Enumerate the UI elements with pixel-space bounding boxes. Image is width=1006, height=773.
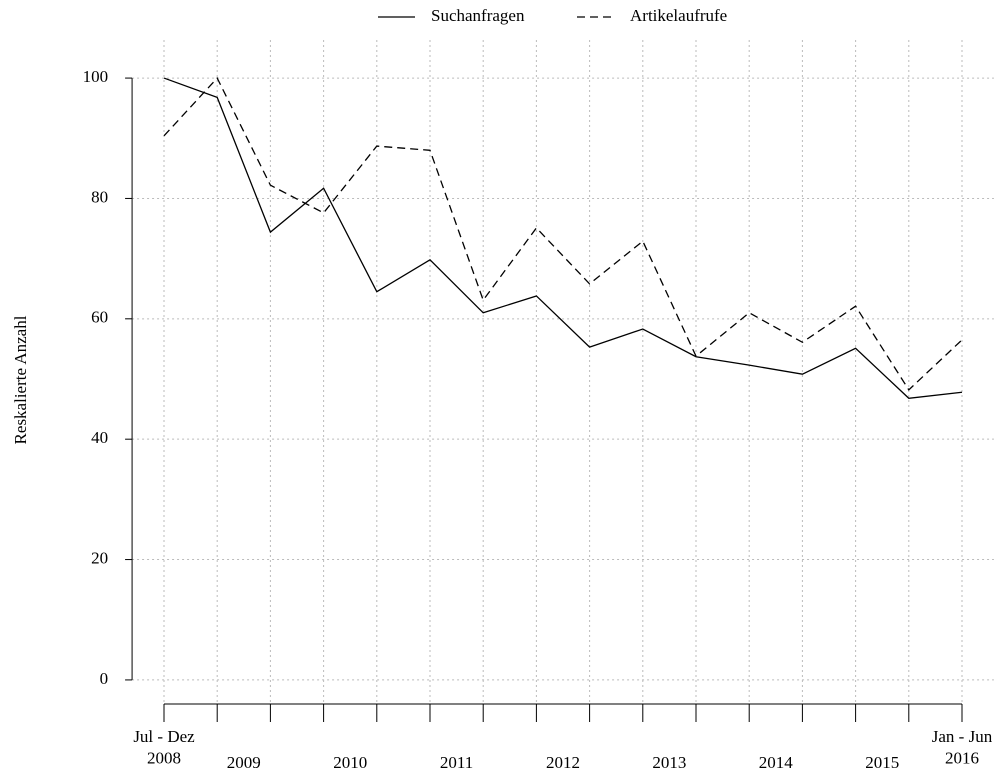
y-tick-label: 100: [83, 67, 109, 86]
y-tick-label: 40: [91, 428, 108, 447]
y-tick-label: 60: [91, 308, 108, 327]
x-tick-label: 2014: [759, 753, 794, 772]
x-tick-label: 2015: [865, 753, 899, 772]
legend-label: Artikelaufrufe: [630, 6, 727, 25]
y-tick-label: 0: [100, 669, 109, 688]
x-tick-label: Jan - Jun 2016: [932, 727, 993, 767]
y-axis-label: Reskalierte Anzahl: [11, 315, 30, 444]
x-tick-label: 2012: [546, 753, 580, 772]
legend-label: Suchanfragen: [431, 6, 525, 25]
x-tick-label: Jul - Dez 2008: [133, 727, 195, 767]
y-tick-label: 80: [91, 187, 108, 206]
x-tick-label: 2013: [652, 753, 686, 772]
data-line: [163, 76, 963, 391]
y-tick-label: 20: [91, 548, 108, 567]
data-line: [163, 77, 963, 399]
x-tick-label: 2011: [440, 753, 473, 772]
x-tick-label: 2010: [333, 753, 367, 772]
x-tick-label: 2009: [227, 753, 261, 772]
